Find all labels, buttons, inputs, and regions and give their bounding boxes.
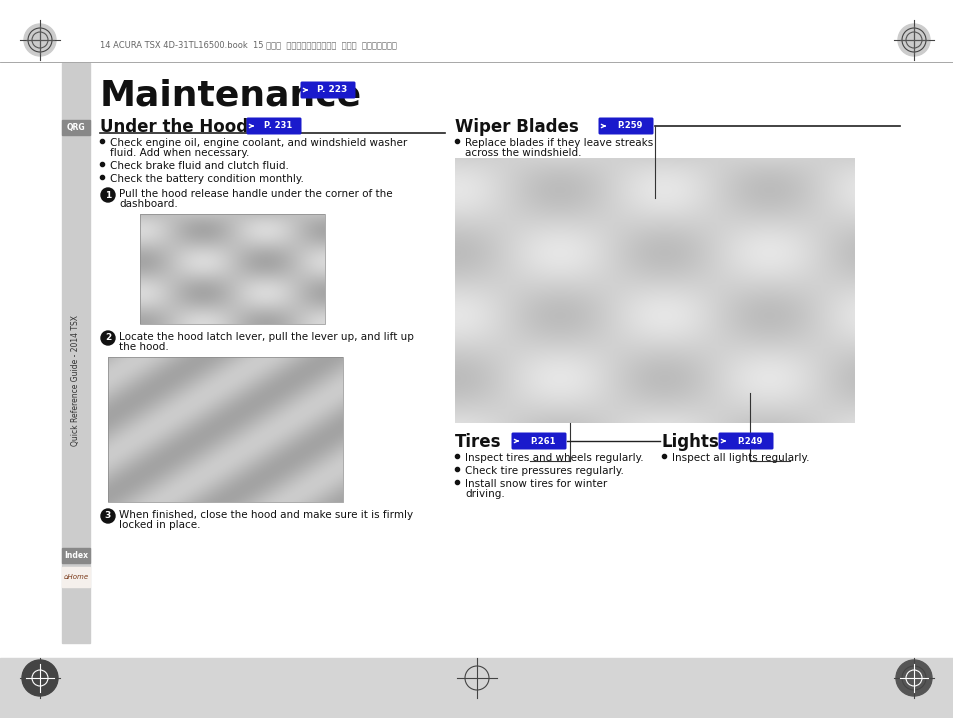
Text: Replace blades if they leave streaks: Replace blades if they leave streaks	[464, 138, 653, 148]
Text: driving.: driving.	[464, 489, 504, 499]
Text: Install snow tires for winter: Install snow tires for winter	[464, 479, 607, 489]
Bar	[140, 214, 325, 324]
Bar	[62, 120, 90, 135]
Bar	[62, 567, 90, 587]
Text: Check engine oil, engine coolant, and windshield washer: Check engine oil, engine coolant, and wi…	[110, 138, 407, 148]
Text: Check the battery condition monthly.: Check the battery condition monthly.	[110, 174, 304, 184]
Text: 1: 1	[105, 190, 111, 200]
Circle shape	[101, 188, 115, 202]
Text: across the windshield.: across the windshield.	[464, 148, 581, 158]
Text: Under the Hood: Under the Hood	[100, 118, 248, 136]
Text: dashboard.: dashboard.	[119, 199, 177, 209]
Text: P. 223: P. 223	[316, 85, 347, 95]
Text: Check brake fluid and clutch fluid.: Check brake fluid and clutch fluid.	[110, 161, 289, 171]
Circle shape	[22, 660, 58, 696]
FancyBboxPatch shape	[300, 82, 355, 98]
Circle shape	[101, 331, 115, 345]
Text: Inspect tires and wheels regularly.: Inspect tires and wheels regularly.	[464, 453, 643, 463]
Text: 2: 2	[105, 333, 111, 342]
FancyBboxPatch shape	[246, 118, 301, 134]
Text: P. 231: P. 231	[264, 121, 292, 131]
Bar	[0, 658, 953, 718]
Text: 14 ACURA TSX 4D-31TL16500.book  15 ページ  ２０１３年６月１７日  月曜日  午前９時４０分: 14 ACURA TSX 4D-31TL16500.book 15 ページ ２０…	[100, 40, 396, 50]
FancyBboxPatch shape	[511, 432, 566, 449]
Text: Inspect all lights regularly.: Inspect all lights regularly.	[671, 453, 809, 463]
Text: Index: Index	[64, 551, 88, 560]
FancyBboxPatch shape	[598, 118, 653, 134]
Bar	[62, 63, 90, 643]
Text: When finished, close the hood and make sure it is firmly: When finished, close the hood and make s…	[119, 510, 413, 520]
Text: locked in place.: locked in place.	[119, 520, 200, 530]
Text: QRG: QRG	[67, 123, 85, 132]
Text: Check tire pressures regularly.: Check tire pressures regularly.	[464, 466, 623, 476]
Text: Quick Reference Guide - 2014 TSX: Quick Reference Guide - 2014 TSX	[71, 314, 80, 445]
Text: Pull the hood release handle under the corner of the: Pull the hood release handle under the c…	[119, 189, 393, 199]
Text: fluid. Add when necessary.: fluid. Add when necessary.	[110, 148, 249, 158]
Text: Lights: Lights	[661, 433, 719, 451]
Text: P.261: P.261	[530, 437, 556, 445]
FancyBboxPatch shape	[718, 432, 773, 449]
Text: Tires: Tires	[455, 433, 501, 451]
Text: 15: 15	[908, 675, 926, 689]
Text: Maintenance: Maintenance	[100, 78, 362, 112]
Text: Locate the hood latch lever, pull the lever up, and lift up: Locate the hood latch lever, pull the le…	[119, 332, 414, 342]
Circle shape	[895, 660, 931, 696]
Circle shape	[24, 24, 56, 56]
Text: the hood.: the hood.	[119, 342, 169, 352]
Circle shape	[101, 509, 115, 523]
Circle shape	[897, 24, 929, 56]
Bar	[62, 548, 90, 563]
Text: Wiper Blades: Wiper Blades	[455, 118, 578, 136]
Bar	[108, 357, 343, 502]
Text: P.249: P.249	[737, 437, 761, 445]
Text: 3: 3	[105, 511, 111, 521]
Text: ⌂Home: ⌂Home	[63, 574, 89, 580]
Text: P.259: P.259	[617, 121, 642, 131]
